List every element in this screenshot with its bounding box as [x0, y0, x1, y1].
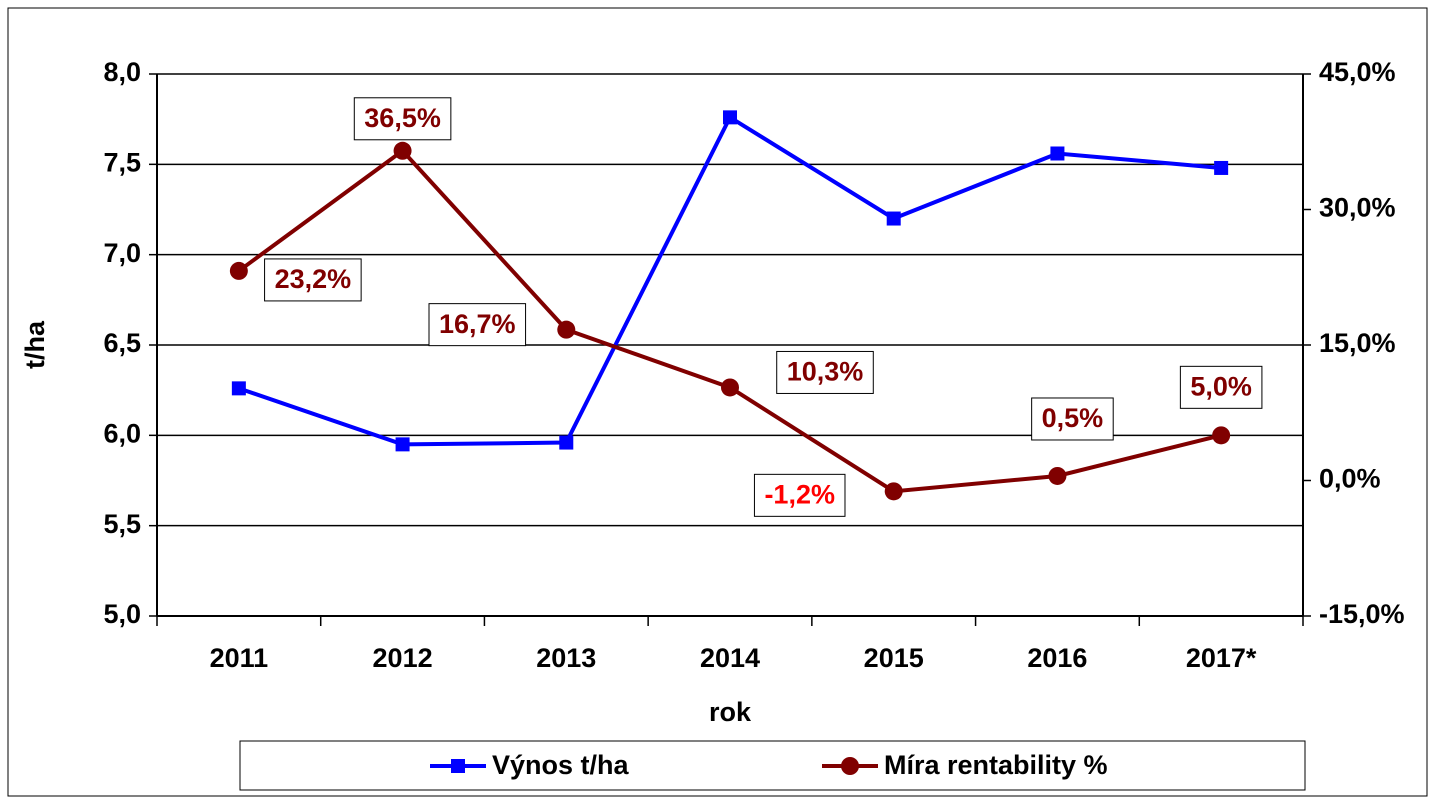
data-label: 23,2% [275, 264, 352, 294]
legend-box [239, 740, 1306, 791]
y2-tick-label: 0,0% [1319, 464, 1381, 494]
y-tick-label: 7,0 [103, 238, 141, 268]
marker [393, 141, 412, 160]
data-label-box [353, 97, 452, 141]
y2-tick-label: 45,0% [1319, 57, 1396, 87]
marker [229, 261, 248, 280]
data-label-group: 10,3% [776, 350, 874, 394]
y-tick-label: 5,0 [103, 599, 141, 629]
data-label: 5,0% [1190, 371, 1252, 401]
legend-label: Výnos t/ha [492, 750, 630, 780]
y-tick-label: 5,5 [103, 509, 141, 539]
marker [1212, 426, 1231, 445]
data-label-box [776, 350, 874, 394]
y-tick-label: 6,5 [103, 328, 141, 358]
marker [557, 320, 576, 339]
y-tick-label: 6,0 [103, 418, 141, 448]
data-label-box [1179, 365, 1263, 409]
marker [886, 211, 901, 226]
data-label-group: 36,5% [353, 97, 452, 141]
x-tick-label: 2011 [210, 643, 269, 673]
marker [884, 482, 903, 501]
marker [721, 378, 739, 397]
data-label: 16,7% [439, 309, 516, 339]
data-label-group: 5,0% [1179, 365, 1263, 409]
data-label-box [1031, 397, 1114, 441]
y-tick-label: 7,5 [103, 147, 141, 177]
y2-tick-label: 15,0% [1319, 328, 1396, 358]
y2-tick-label: 30,0% [1319, 193, 1396, 223]
marker [1050, 146, 1065, 161]
marker [1214, 160, 1229, 175]
data-label-box [264, 258, 362, 302]
data-label-box [428, 303, 527, 347]
marker [231, 381, 246, 396]
x-tick-label: 2016 [1027, 643, 1087, 673]
y-axis-title: t/ha [20, 320, 50, 369]
data-label-group: 23,2% [264, 258, 362, 302]
x-axis-title: rok [709, 697, 752, 727]
legend-label: Míra rentability % [884, 750, 1108, 780]
x-tick-label: 2014 [700, 643, 760, 673]
x-tick-label: 2012 [373, 643, 433, 673]
marker [395, 437, 410, 452]
data-label: -1,2% [764, 479, 835, 509]
data-label-group: 0,5% [1031, 397, 1114, 441]
data-label: 10,3% [787, 357, 864, 387]
marker [559, 435, 574, 450]
x-tick-label: 2017* [1186, 643, 1257, 673]
marker [1048, 466, 1067, 485]
x-tick-label: 2015 [864, 643, 924, 673]
data-label-group: -1,2% [753, 473, 846, 517]
marker [841, 757, 859, 775]
x-tick-label: 2013 [536, 643, 596, 673]
marker [451, 759, 465, 773]
data-label: 0,5% [1042, 403, 1104, 433]
data-label: 36,5% [364, 103, 441, 133]
data-label-group: 16,7% [428, 303, 527, 347]
y-tick-label: 8,0 [103, 57, 141, 87]
marker [723, 110, 737, 125]
y2-tick-label: -15,0% [1319, 599, 1405, 629]
data-label-box [753, 473, 846, 517]
